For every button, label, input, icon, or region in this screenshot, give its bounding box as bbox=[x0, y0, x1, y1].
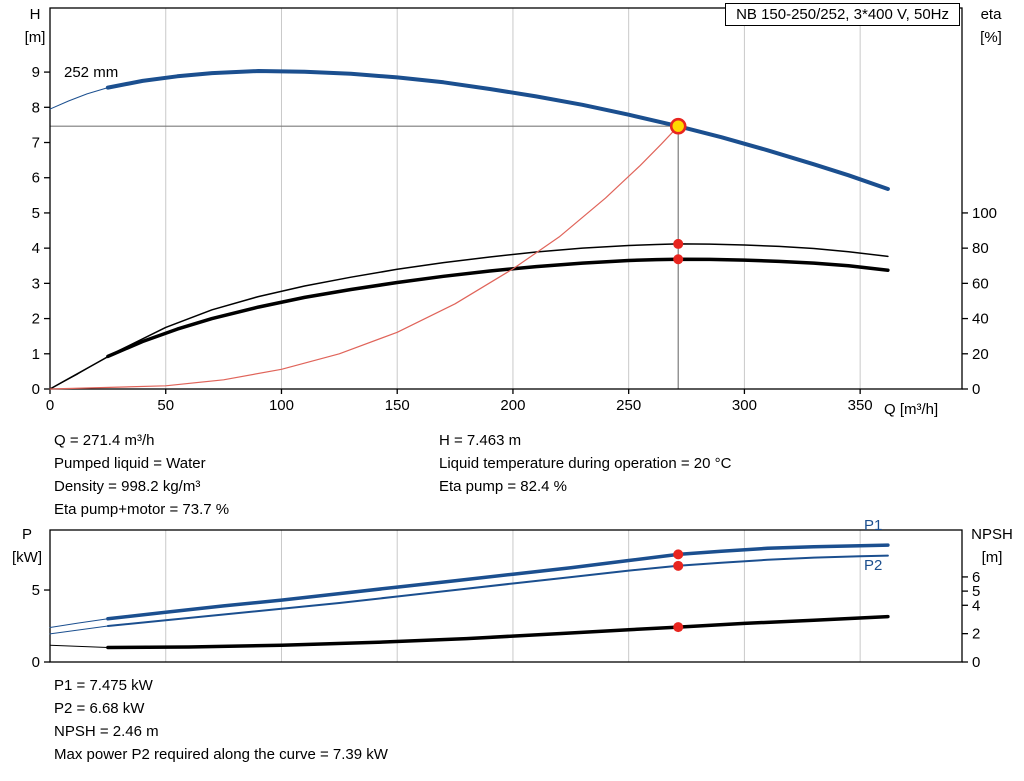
curve-p1-lead bbox=[49, 618, 109, 628]
info-eta-pump: Eta pump = 82.4 % bbox=[439, 478, 567, 495]
h-axis-title: H [m] bbox=[16, 3, 54, 49]
y2-tick-label: 6 bbox=[972, 569, 980, 586]
curve-head-252mm bbox=[105, 69, 890, 191]
curve-head-252mm-lead bbox=[49, 87, 109, 110]
y-tick-label: 2 bbox=[32, 311, 40, 328]
info-q: Q = 271.4 m³/h bbox=[54, 432, 155, 449]
eta-axis-unit: [%] bbox=[980, 29, 1002, 46]
x-tick-label: 50 bbox=[157, 397, 174, 414]
info-density: Density = 998.2 kg/m³ bbox=[54, 478, 201, 495]
y-tick-label: 8 bbox=[32, 99, 40, 116]
y-tick-label: 5 bbox=[32, 205, 40, 222]
info-max-power: Max power P2 required along the curve = … bbox=[54, 746, 388, 763]
info-p2: P2 = 6.68 kW bbox=[54, 700, 145, 717]
curve-eta-pump-motor-lead bbox=[49, 355, 109, 390]
curve-p1 bbox=[106, 543, 890, 621]
x-tick-label: 250 bbox=[616, 397, 641, 414]
duty-point-dot bbox=[673, 254, 684, 265]
y2-tick-label: 5 bbox=[972, 583, 980, 600]
info-npsh: NPSH = 2.46 m bbox=[54, 723, 159, 740]
info-h: H = 7.463 m bbox=[439, 432, 522, 449]
curve-eta-pump bbox=[49, 243, 889, 390]
y2-tick-label: 0 bbox=[972, 654, 980, 671]
x-axis-label: Q [m³/h] bbox=[884, 401, 939, 418]
x-tick-label: 200 bbox=[500, 397, 525, 414]
y-tick-label: 4 bbox=[32, 240, 40, 257]
eta-axis-title: eta [%] bbox=[968, 3, 1014, 49]
curve-eta-pump-motor bbox=[106, 257, 890, 359]
x-tick-label: 300 bbox=[732, 397, 757, 414]
info-liquid-temperature: Liquid temperature during operation = 20… bbox=[439, 455, 732, 472]
impeller-size-label: 252 mm bbox=[64, 64, 119, 81]
y-tick-label: 5 bbox=[32, 582, 40, 599]
x-tick-label: 350 bbox=[848, 397, 873, 414]
curve-p2-lead bbox=[49, 625, 109, 635]
eta-axis-symbol: eta bbox=[980, 6, 1002, 23]
info-p1: P1 = 7.475 kW bbox=[54, 677, 153, 694]
npsh-axis-title: NPSH [m] bbox=[962, 523, 1022, 569]
p2-curve-label: P2 bbox=[864, 557, 883, 574]
h-axis-symbol: H bbox=[29, 6, 41, 23]
duty-point-dot bbox=[673, 622, 684, 633]
plot-border bbox=[49, 7, 963, 390]
y2-tick-label: 80 bbox=[972, 240, 989, 257]
plot-border bbox=[49, 529, 963, 663]
duty-point-dot bbox=[673, 549, 684, 560]
y2-tick-label: 2 bbox=[972, 626, 980, 643]
duty-point-dot bbox=[673, 560, 684, 571]
p-axis-title: P [kW] bbox=[4, 523, 50, 569]
y2-tick-label: 60 bbox=[972, 275, 989, 292]
y-tick-label: 1 bbox=[32, 346, 40, 363]
pump-model-box: NB 150-250/252, 3*400 V, 50Hz bbox=[725, 3, 960, 26]
x-tick-label: 0 bbox=[46, 397, 54, 414]
curve-system-curve bbox=[49, 125, 679, 390]
operating-point-marker[interactable] bbox=[669, 117, 687, 135]
y-tick-label: 3 bbox=[32, 275, 40, 292]
x-tick-label: 100 bbox=[269, 397, 294, 414]
y2-tick-label: 40 bbox=[972, 311, 989, 328]
curve-npsh-lead bbox=[49, 644, 109, 648]
y2-tick-label: 0 bbox=[972, 381, 980, 398]
h-axis-unit: [m] bbox=[24, 29, 46, 46]
p-axis-unit: [kW] bbox=[12, 549, 42, 566]
info-pumped-liquid: Pumped liquid = Water bbox=[54, 455, 206, 472]
y-tick-label: 6 bbox=[32, 170, 40, 187]
p-axis-symbol: P bbox=[21, 526, 32, 543]
y-tick-label: 7 bbox=[32, 135, 40, 152]
npsh-axis-symbol: NPSH bbox=[971, 526, 1013, 543]
y-tick-label: 0 bbox=[32, 381, 40, 398]
y-tick-label: 0 bbox=[32, 654, 40, 671]
p1-curve-label: P1 bbox=[864, 517, 883, 534]
y2-tick-label: 4 bbox=[972, 597, 980, 614]
curve-npsh bbox=[106, 614, 890, 650]
y2-tick-label: 100 bbox=[972, 205, 997, 222]
duty-point-dot bbox=[673, 238, 684, 249]
curve-p2 bbox=[106, 554, 889, 627]
info-eta-pump-motor: Eta pump+motor = 73.7 % bbox=[54, 501, 230, 518]
y-tick-label: 9 bbox=[32, 64, 40, 81]
npsh-axis-unit: [m] bbox=[981, 549, 1003, 566]
y2-tick-label: 20 bbox=[972, 346, 989, 363]
x-tick-label: 150 bbox=[385, 397, 410, 414]
